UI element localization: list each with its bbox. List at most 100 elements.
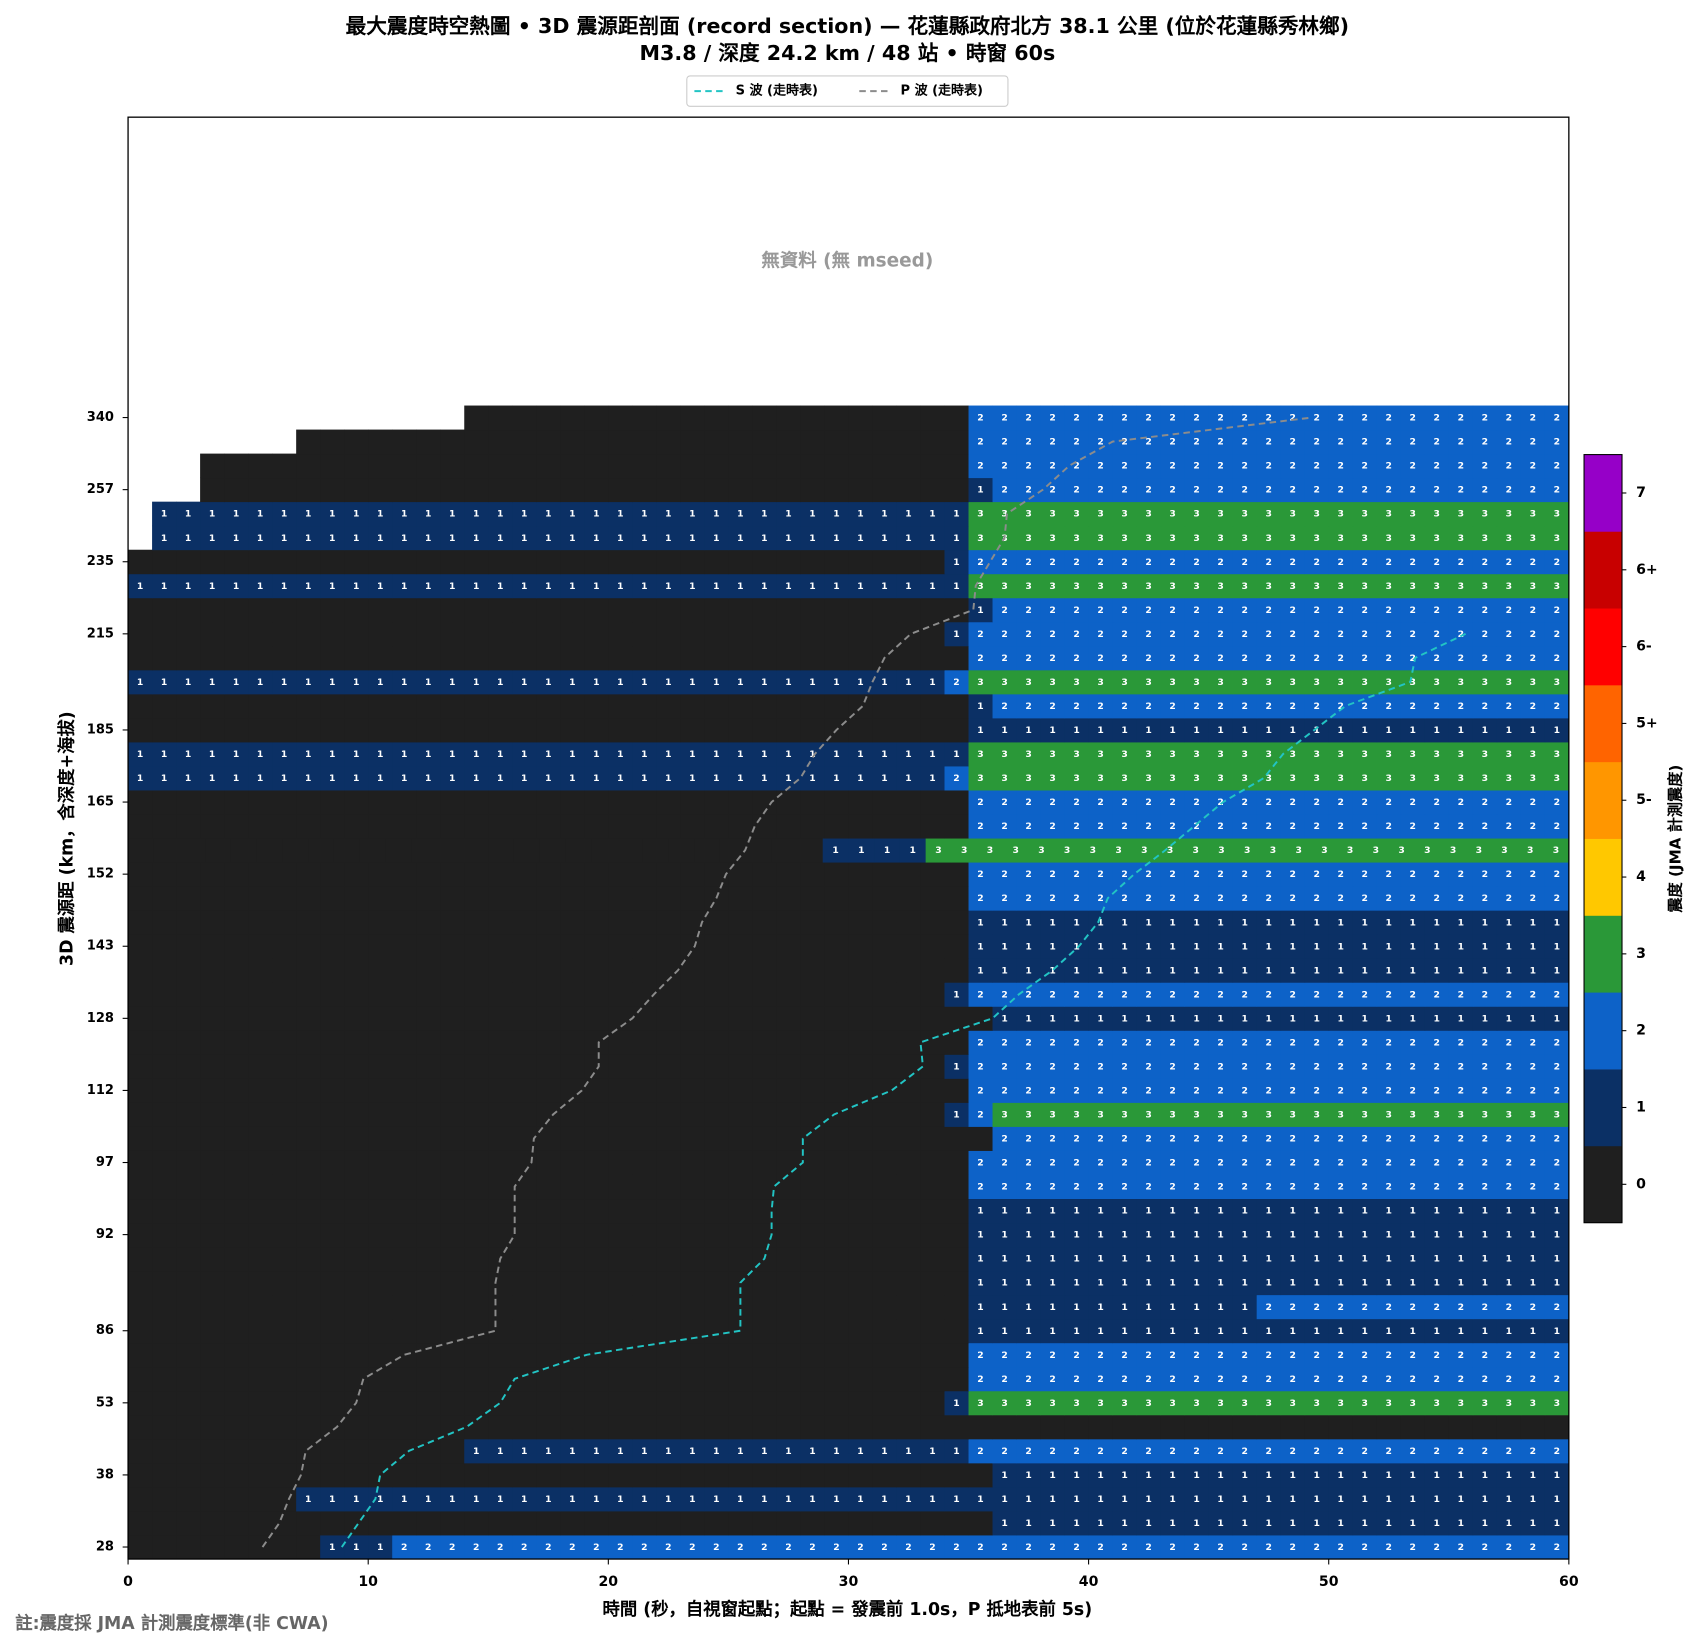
cell [1328, 1414, 1354, 1440]
cell-label: 2 [1289, 1037, 1295, 1048]
cell [200, 549, 225, 575]
cell-label: 2 [953, 773, 959, 784]
cell [1400, 1198, 1426, 1224]
cell-label: 1 [1458, 725, 1464, 736]
cell [656, 934, 681, 959]
cell [152, 1174, 177, 1200]
cell-label: 2 [1265, 869, 1271, 880]
cell-label: 2 [1458, 1158, 1464, 1169]
cell-label: 2 [1482, 989, 1488, 1000]
cell [1304, 1438, 1330, 1464]
cell-label: 3 [1049, 581, 1055, 592]
cell [1352, 1174, 1378, 1200]
cell [176, 1174, 201, 1200]
cell-label: 2 [1482, 797, 1488, 808]
cell [512, 1414, 537, 1440]
cell [224, 549, 249, 575]
cell [824, 477, 849, 503]
cell-label: 1 [785, 1446, 791, 1457]
cell-label: 3 [1362, 581, 1368, 592]
cell [896, 1535, 921, 1560]
cell-label: 3 [1241, 677, 1247, 688]
cell [584, 549, 609, 575]
cell [752, 1102, 777, 1127]
cell-label: 1 [209, 581, 215, 592]
cell-label: 3 [1362, 533, 1368, 544]
cell [872, 1198, 897, 1224]
cell [800, 1318, 825, 1344]
cell-label: 1 [209, 509, 215, 520]
cell [560, 1318, 585, 1344]
cell [632, 1222, 657, 1248]
cell [560, 1486, 585, 1512]
cell [848, 1150, 873, 1175]
cell-label: 1 [1410, 1326, 1416, 1337]
cell [848, 1414, 873, 1440]
cell [824, 1054, 849, 1079]
cell-label: 1 [1217, 1013, 1223, 1024]
cell [1544, 1198, 1570, 1224]
cell-label: 2 [1241, 1542, 1247, 1553]
cell-label: 3 [1458, 677, 1464, 688]
cell-label: 1 [1338, 941, 1344, 952]
cell [200, 1414, 225, 1440]
colorbar-segment [1584, 915, 1623, 993]
cell-label: 1 [1265, 1254, 1271, 1265]
cell [920, 693, 945, 719]
cell-label: 1 [1482, 1326, 1488, 1337]
cell [1184, 1414, 1210, 1440]
cell [704, 1510, 729, 1536]
cell [776, 886, 801, 911]
cell-label: 1 [1073, 1013, 1079, 1024]
cell-label: 2 [1217, 605, 1223, 616]
cell [320, 1102, 345, 1127]
cell [296, 886, 321, 911]
cell [152, 549, 177, 575]
cell-label: 1 [1049, 1013, 1055, 1024]
cell-label: 2 [1169, 701, 1175, 712]
cell-label: 1 [1530, 917, 1536, 928]
cell-label: 1 [1049, 1206, 1055, 1217]
cell-label: 3 [987, 845, 993, 856]
cell-label: 2 [1001, 1158, 1007, 1169]
cell [728, 1414, 753, 1440]
cell [896, 1198, 921, 1224]
cell-label: 1 [545, 677, 551, 688]
cell [920, 1030, 945, 1055]
cell [464, 1342, 489, 1368]
cell [488, 717, 513, 743]
cell-label: 2 [1217, 461, 1223, 472]
cell-label: 2 [1025, 1037, 1031, 1048]
cell-label: 3 [1530, 581, 1536, 592]
cell [704, 1318, 729, 1344]
cell [392, 477, 417, 503]
cell [416, 958, 441, 983]
cell [824, 1535, 849, 1560]
cell-label: 1 [449, 509, 455, 520]
cell [464, 477, 489, 503]
cell-label: 2 [1362, 1085, 1368, 1096]
cell [320, 717, 345, 743]
cell-label: 2 [1193, 1446, 1199, 1457]
cell [632, 934, 657, 959]
cell [560, 1414, 585, 1440]
cell [128, 1342, 153, 1368]
cell [224, 1390, 249, 1416]
x-axis-label: 時間 (秒，自視窗起點；起點 = 發震前 1.0s，P 抵地表前 5s) [603, 1599, 1093, 1620]
cell-label: 1 [377, 1542, 383, 1553]
cell [296, 958, 321, 983]
cell [392, 1150, 417, 1175]
cell [752, 1342, 777, 1368]
cell-label: 2 [1073, 629, 1079, 640]
cell-label: 2 [1169, 1446, 1175, 1457]
cell-label: 2 [1434, 1037, 1440, 1048]
cell [272, 453, 297, 479]
cell [800, 1222, 825, 1248]
cell [1256, 1535, 1282, 1560]
cell-label: 1 [977, 1278, 983, 1289]
cell [1112, 1414, 1138, 1440]
cell-label: 2 [1001, 437, 1007, 448]
cell [392, 886, 417, 911]
cell [536, 1006, 561, 1031]
cell-label: 2 [1001, 893, 1007, 904]
